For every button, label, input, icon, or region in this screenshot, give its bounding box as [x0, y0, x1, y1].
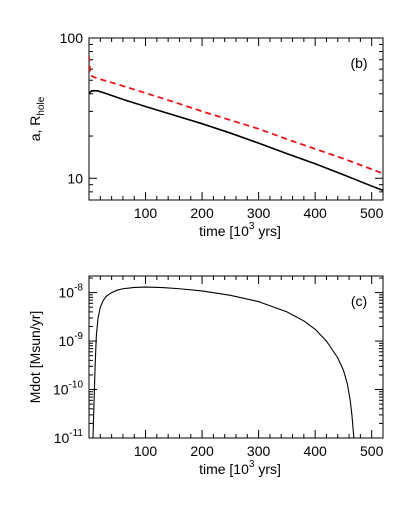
y-tick-label: 100 — [60, 30, 84, 46]
y-tick-label: 10-11 — [54, 428, 84, 446]
plot-frame — [88, 275, 384, 439]
y-tick-label: 10-10 — [53, 380, 83, 398]
series-line-solid — [92, 286, 355, 438]
panel-label: (c) — [351, 293, 367, 309]
y-tick-label: 10-9 — [59, 331, 84, 349]
panel-label: (b) — [350, 55, 367, 71]
x-tick-label: 200 — [190, 443, 214, 459]
x-tick-label: 100 — [134, 205, 158, 221]
x-tick-label: 300 — [247, 205, 271, 221]
plot-frame — [88, 37, 384, 201]
y-tick-label: 10 — [67, 170, 83, 186]
panel-c-chart: 100 200 300 400 500 10-11 10-10 10-9 10-8 (c) time… — [27, 275, 384, 477]
panel-b-chart: 100 200 300 400 500 10 100 (b) time [103 yrs] a, … — [27, 30, 384, 239]
y-tick-label: 10-8 — [59, 283, 84, 301]
series-line-solid — [89, 90, 383, 192]
series-line-dashed — [89, 55, 383, 175]
x-tick-label: 500 — [360, 443, 384, 459]
x-tick-label: 100 — [134, 443, 158, 459]
x-tick-label: 400 — [303, 205, 327, 221]
x-axis-label: time [103 yrs] — [199, 221, 281, 239]
y-axis-label: Mdot [Msun/yr] — [27, 311, 43, 404]
x-tick-label: 400 — [303, 443, 327, 459]
x-tick-label: 500 — [360, 205, 384, 221]
x-axis-label: time [103 yrs] — [199, 459, 281, 477]
x-tick-label: 300 — [247, 443, 271, 459]
x-tick-label: 200 — [190, 205, 214, 221]
y-axis-label: a, Rhole — [27, 96, 47, 141]
